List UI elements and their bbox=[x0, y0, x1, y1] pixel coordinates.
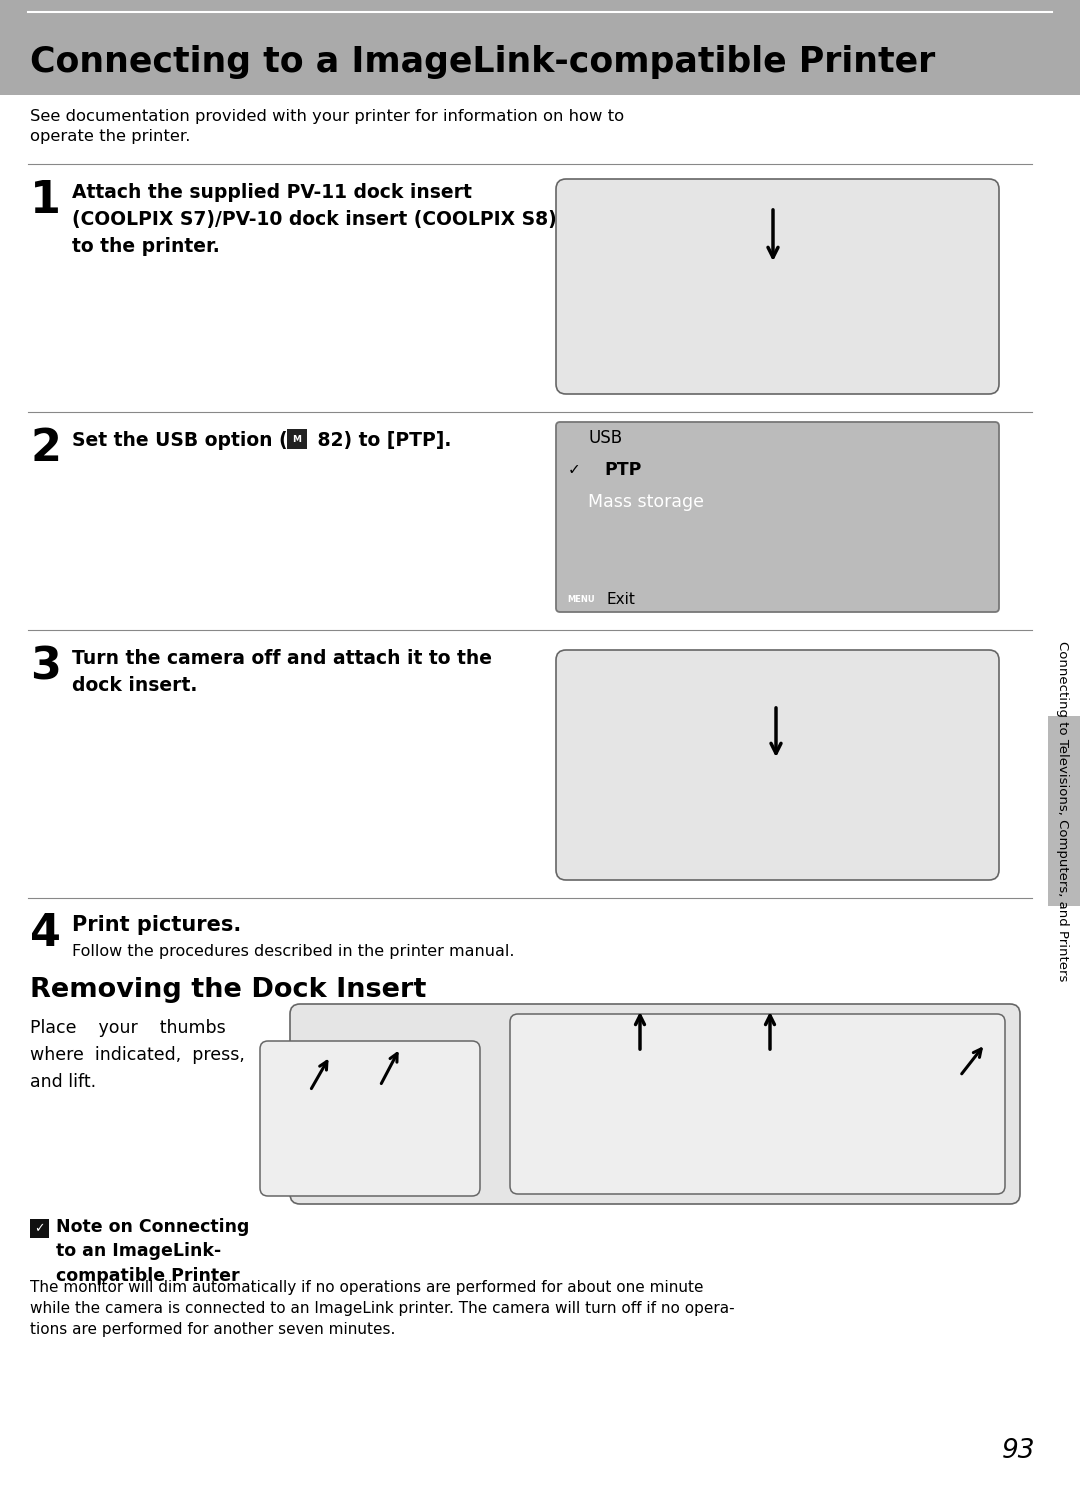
FancyBboxPatch shape bbox=[556, 178, 999, 394]
FancyBboxPatch shape bbox=[686, 214, 861, 262]
FancyBboxPatch shape bbox=[556, 649, 999, 880]
Bar bbox=[540, 1051, 975, 1068]
Bar bbox=[557, 424, 998, 455]
Bar bbox=[1048, 716, 1080, 906]
Text: 2: 2 bbox=[30, 426, 60, 470]
Bar bbox=[626, 687, 756, 747]
FancyBboxPatch shape bbox=[596, 758, 956, 868]
Bar bbox=[582, 462, 598, 478]
Bar bbox=[636, 276, 916, 299]
Text: 93: 93 bbox=[1001, 1438, 1035, 1464]
Text: Set the USB option (: Set the USB option ( bbox=[72, 431, 287, 450]
Text: See documentation provided with your printer for information on how to: See documentation provided with your pri… bbox=[30, 108, 624, 123]
FancyBboxPatch shape bbox=[721, 198, 826, 218]
Text: 82) to [PTP].: 82) to [PTP]. bbox=[311, 431, 451, 450]
Text: Connecting to Televisions, Computers, and Printers: Connecting to Televisions, Computers, an… bbox=[1056, 640, 1069, 981]
FancyBboxPatch shape bbox=[556, 422, 999, 612]
Bar bbox=[636, 764, 916, 782]
Text: ✓: ✓ bbox=[35, 1223, 44, 1235]
Text: USB: USB bbox=[588, 429, 622, 447]
FancyBboxPatch shape bbox=[270, 1086, 465, 1186]
Bar bbox=[557, 519, 998, 585]
FancyBboxPatch shape bbox=[291, 1005, 1020, 1204]
FancyBboxPatch shape bbox=[586, 273, 966, 383]
Text: Follow the procedures described in the printer manual.: Follow the procedures described in the p… bbox=[72, 944, 514, 958]
Text: M: M bbox=[293, 434, 301, 443]
Bar bbox=[30, 1219, 49, 1238]
FancyBboxPatch shape bbox=[616, 675, 816, 755]
Text: 1: 1 bbox=[30, 178, 60, 221]
FancyBboxPatch shape bbox=[510, 1013, 1005, 1193]
Bar bbox=[557, 455, 998, 486]
Text: Attach the supplied PV-11 dock insert
(COOLPIX S7)/PV-10 dock insert (COOLPIX S8: Attach the supplied PV-11 dock insert (C… bbox=[72, 183, 557, 257]
Text: Print pictures.: Print pictures. bbox=[72, 915, 241, 935]
Text: The monitor will dim automatically if no operations are performed for about one : The monitor will dim automatically if no… bbox=[30, 1279, 734, 1337]
Text: Note on Connecting
to an ImageLink-
compatible Printer: Note on Connecting to an ImageLink- comp… bbox=[56, 1219, 249, 1284]
Text: 3: 3 bbox=[30, 645, 60, 688]
Text: PTP: PTP bbox=[604, 461, 642, 478]
FancyBboxPatch shape bbox=[530, 1054, 985, 1184]
Bar bbox=[562, 429, 580, 447]
Bar bbox=[0, 0, 1080, 95]
Text: Connecting to a ImageLink-compatible Printer: Connecting to a ImageLink-compatible Pri… bbox=[30, 45, 935, 79]
Bar bbox=[562, 590, 600, 608]
Text: Mass storage: Mass storage bbox=[588, 493, 704, 511]
Text: Turn the camera off and attach it to the
dock insert.: Turn the camera off and attach it to the… bbox=[72, 649, 492, 695]
Text: Place    your    thumbs
where  indicated,  press,
and lift.: Place your thumbs where indicated, press… bbox=[30, 1019, 245, 1091]
Text: Exit: Exit bbox=[606, 591, 635, 606]
Bar bbox=[557, 585, 998, 611]
Text: 4: 4 bbox=[30, 912, 60, 955]
Text: Removing the Dock Insert: Removing the Dock Insert bbox=[30, 976, 427, 1003]
Bar bbox=[557, 486, 998, 519]
FancyBboxPatch shape bbox=[260, 1042, 480, 1196]
Text: operate the printer.: operate the printer. bbox=[30, 129, 190, 144]
Text: MENU: MENU bbox=[567, 594, 595, 603]
Bar bbox=[287, 429, 307, 449]
Bar bbox=[566, 493, 582, 510]
Text: ✓: ✓ bbox=[568, 462, 581, 477]
